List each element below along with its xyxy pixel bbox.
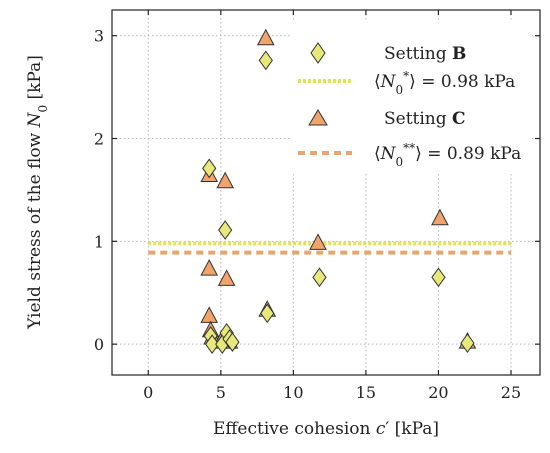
data-point-setting-b xyxy=(260,303,275,324)
data-points xyxy=(200,28,477,355)
y-tick-label: 1 xyxy=(94,232,104,251)
y-tick-label: 2 xyxy=(94,130,104,149)
data-point-setting-b xyxy=(225,332,240,352)
x-tick-label: 25 xyxy=(501,383,521,402)
legend-marker-setting-c xyxy=(308,109,328,126)
legend: Setting B ⟨N0*⟩ = 0.98 kPa Setting C ⟨N0… xyxy=(290,22,530,172)
x-tick-label: 0 xyxy=(143,383,153,402)
data-point-setting-b xyxy=(431,267,446,288)
x-axis-label: Effective cohesion c′ [kPa] xyxy=(213,419,439,439)
legend-label-setting-c: Setting C xyxy=(384,109,466,129)
x-tick-label: 5 xyxy=(216,383,226,402)
data-point-setting-b xyxy=(204,334,220,355)
legend-label-mean-c: ⟨N0**⟩ = 0.89 kPa xyxy=(374,141,521,169)
plot-frame xyxy=(111,9,541,376)
data-point-setting-c xyxy=(309,233,327,250)
data-point-setting-c xyxy=(217,269,236,286)
data-point-setting-c xyxy=(256,28,275,46)
data-point-setting-c xyxy=(431,208,449,226)
x-tick-label: 10 xyxy=(283,383,303,402)
reference-lines xyxy=(148,241,511,255)
data-point-setting-c xyxy=(200,306,219,323)
legend-background xyxy=(290,22,530,172)
data-point-setting-c xyxy=(216,171,234,189)
y-tick-label: 0 xyxy=(94,335,104,354)
data-point-setting-b xyxy=(312,267,327,288)
x-tick-label: 15 xyxy=(356,383,376,402)
axis-ticks: 0 5 10 15 20 25 0 1 2 3 xyxy=(94,10,540,402)
data-point-setting-b xyxy=(258,50,273,71)
legend-label-setting-b: Setting B xyxy=(384,44,466,64)
legend-marker-setting-b xyxy=(310,42,326,64)
data-point-setting-b xyxy=(460,333,475,353)
y-axis-label: Yield stress of the flow N0 [kPa] xyxy=(25,55,50,330)
data-point-setting-b xyxy=(202,158,217,179)
y-tick-label: 3 xyxy=(94,27,104,46)
x-tick-label: 20 xyxy=(428,383,448,402)
data-point-setting-c xyxy=(200,259,219,276)
data-point-setting-b xyxy=(218,220,233,240)
legend-label-mean-b: ⟨N0*⟩ = 0.98 kPa xyxy=(374,69,515,97)
